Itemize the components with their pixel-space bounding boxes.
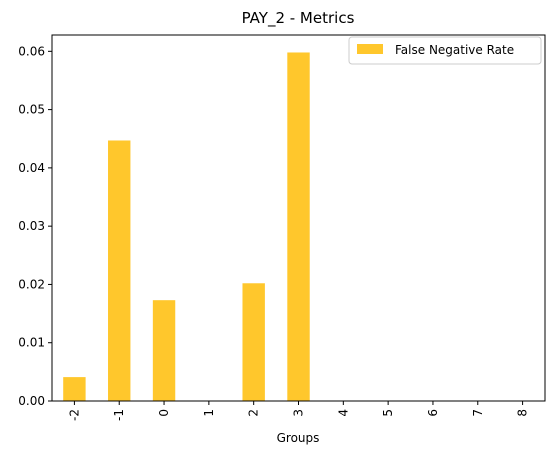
x-tick-label: 0 [157,409,171,417]
x-tick-label: 3 [292,409,306,417]
bar-3 [287,52,310,401]
y-axis: 0.00 0.01 0.02 0.03 0.04 0.05 0.06 [18,44,52,408]
bar-2 [242,283,265,401]
legend-swatch [357,44,383,54]
y-tick-label: 0.04 [18,161,45,175]
x-tick-label: -2 [67,409,81,421]
y-tick-label: 0.03 [18,219,45,233]
x-axis-label: Groups [277,431,320,445]
legend: False Negative Rate [348,36,542,65]
y-tick-label: 0.00 [18,394,45,408]
y-tick-label: 0.02 [18,277,45,291]
y-tick-label: 0.06 [18,44,45,58]
x-tick-label: 6 [426,409,440,417]
x-axis: -2 -1 0 1 2 3 4 5 6 7 8 [67,401,530,421]
legend-label: False Negative Rate [395,43,514,57]
x-tick-label: 5 [381,409,395,417]
y-tick-label: 0.05 [18,103,45,117]
x-tick-label: 4 [336,409,350,417]
bar-0 [152,300,176,401]
plot-frame [51,34,546,402]
x-tick-label: 8 [516,409,530,417]
legend-frame [348,36,542,65]
bar--1 [108,140,131,402]
x-tick-label: 2 [247,409,261,417]
chart-title: PAY_2 - Metrics [242,9,355,28]
bar--2 [63,377,86,401]
bars-group [63,52,310,402]
x-tick-label: -1 [112,409,126,421]
x-tick-label: 1 [202,409,216,417]
x-tick-label: 7 [471,409,485,417]
y-tick-label: 0.01 [18,336,45,350]
